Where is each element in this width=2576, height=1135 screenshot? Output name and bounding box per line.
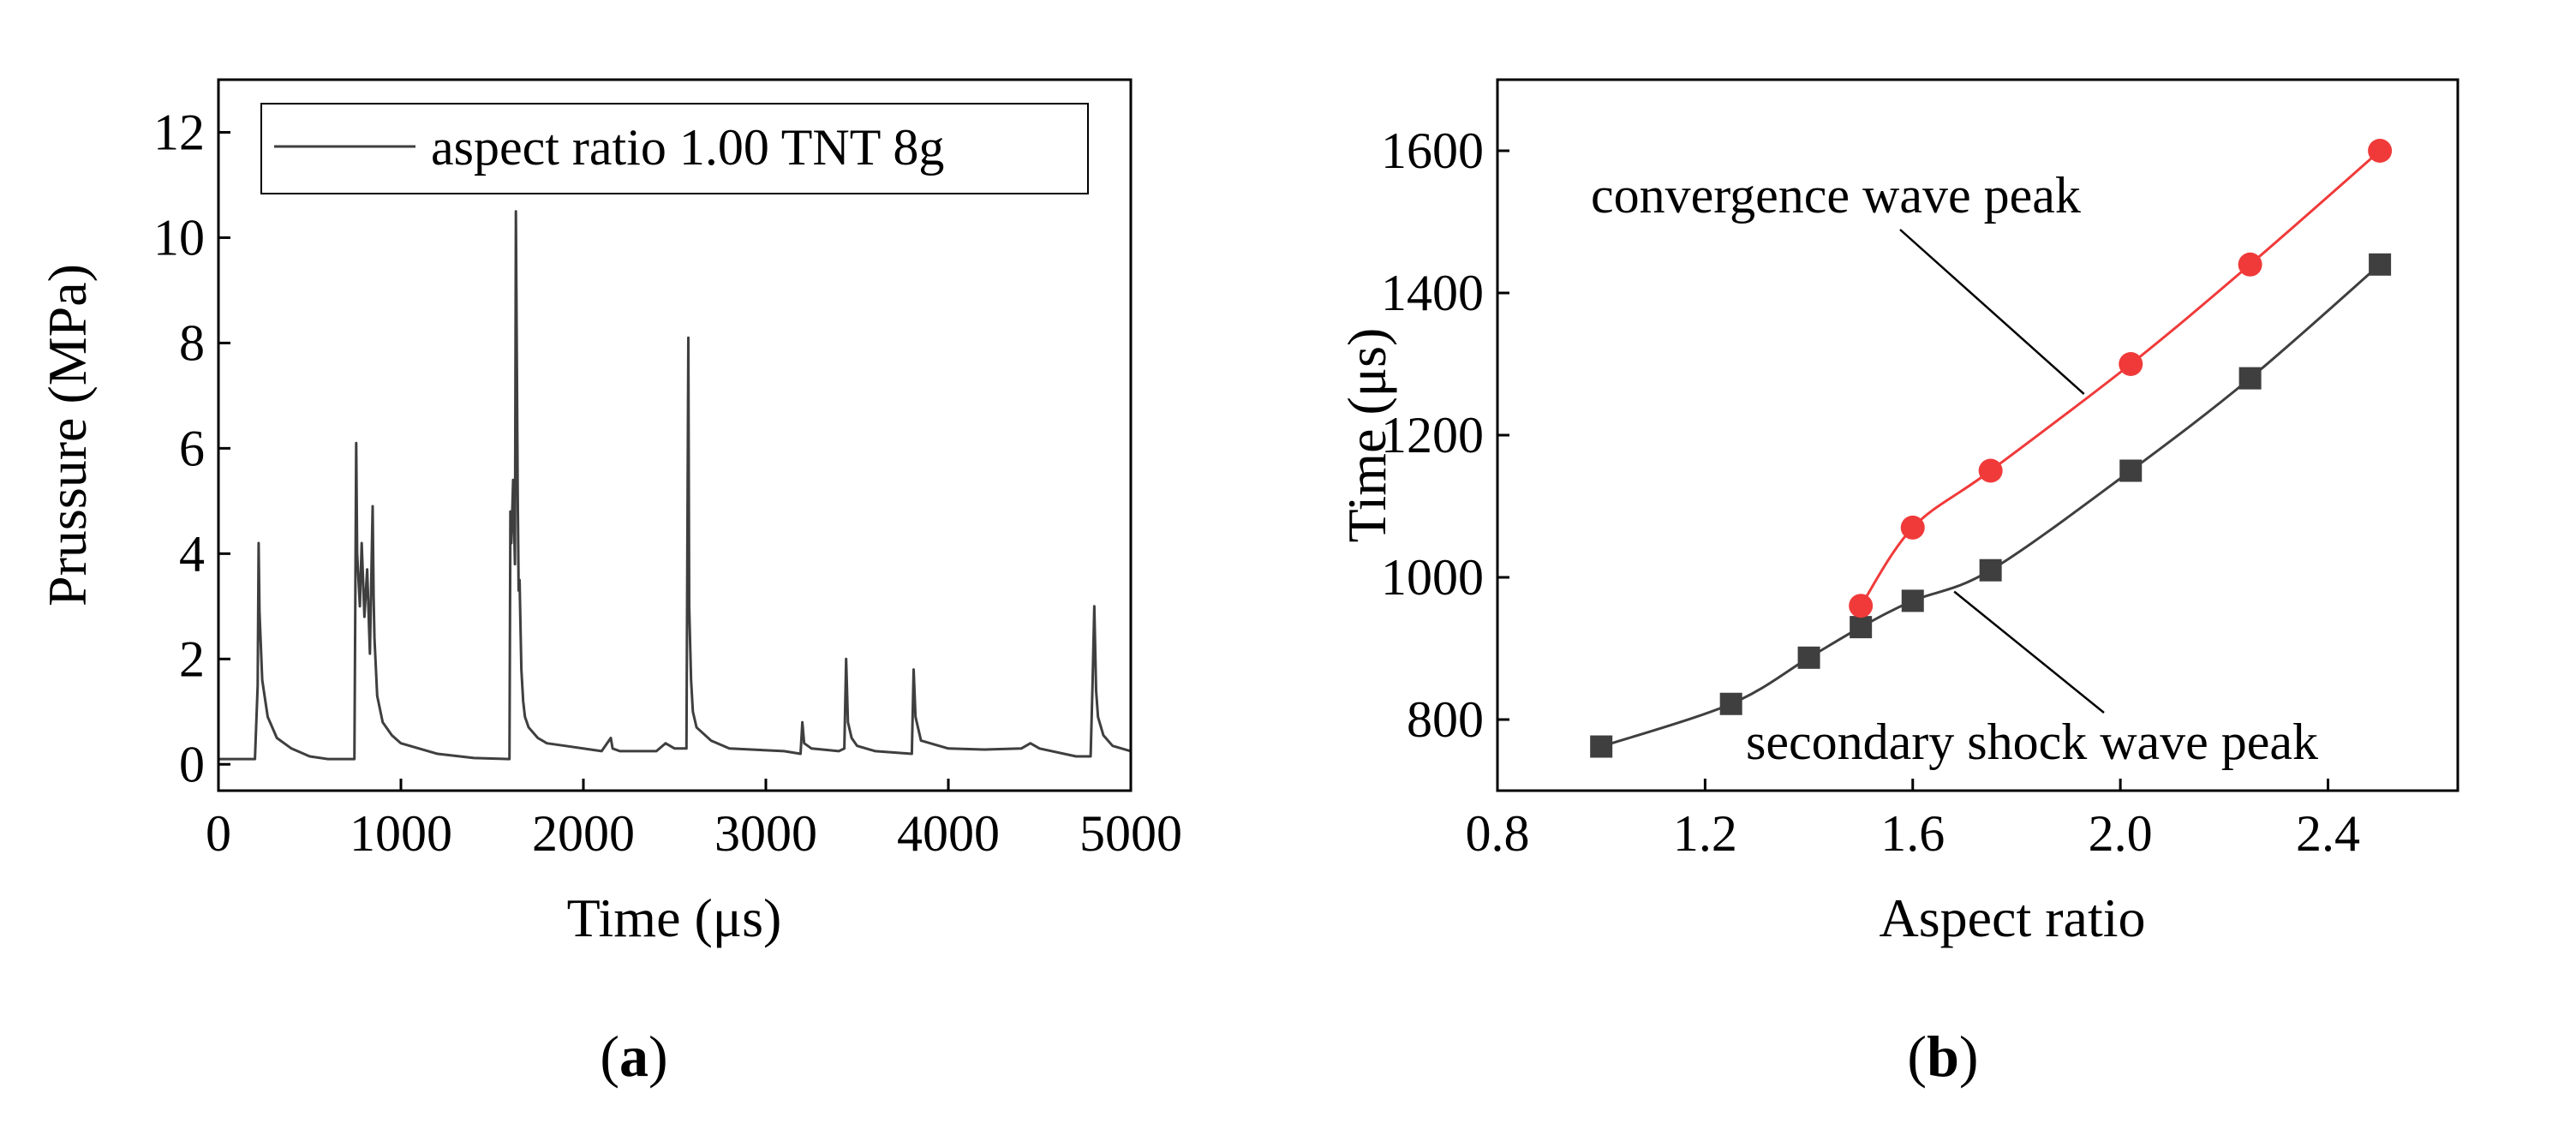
chart-b-point-convergence xyxy=(2368,139,2393,163)
chart-b-point-secondary xyxy=(1850,616,1873,639)
chart-b-point-convergence xyxy=(2238,252,2262,277)
chart-a-x-tick-label: 3000 xyxy=(714,805,817,862)
chart-b-point-secondary xyxy=(1979,559,2002,582)
chart-b-series-line-secondary xyxy=(1600,263,2382,748)
chart-b-annotations: convergence wave peak secondary shock wa… xyxy=(1591,167,2318,770)
chart-b-point-convergence xyxy=(1900,515,1925,540)
chart-b-point-secondary xyxy=(2119,459,2143,482)
chart-b-point-convergence xyxy=(2119,352,2143,376)
chart-b-y-axis-label: Time (μs) xyxy=(1336,328,1397,543)
chart-a-series-line-0 xyxy=(218,210,1132,761)
caption-a-letter: a xyxy=(619,1024,648,1089)
chart-b-x-tick-label: 2.0 xyxy=(2089,805,2153,862)
chart-a-legend-box xyxy=(260,103,1089,194)
chart-a-x-tick-label: 0 xyxy=(206,805,231,862)
chart-a-y-tick-label: 6 xyxy=(179,420,205,476)
chart-b-y-tick-label: 800 xyxy=(1407,691,1484,748)
chart-b-point-secondary xyxy=(1797,646,1820,669)
chart-b-x-tick-label: 2.4 xyxy=(2296,805,2360,862)
chart-a-y-tick-label: 0 xyxy=(179,736,205,792)
chart-a-x-tick-label: 5000 xyxy=(1079,805,1182,862)
chart-b-y-tick-label: 1000 xyxy=(1381,549,1484,606)
chart-a-plot-frame xyxy=(217,78,1133,792)
caption-b: (b) xyxy=(1907,1024,1978,1089)
chart-b-point-secondary xyxy=(1901,589,1924,612)
chart-a-y-tick-label: 8 xyxy=(179,314,205,371)
caption-b-close: ) xyxy=(1959,1024,1979,1089)
chart-a-legend-label: aspect ratio 1.00 TNT 8g xyxy=(431,119,944,176)
chart-a: 0 1000 2000 3000 4000 5000 0 2 4 6 8 10 12 aspect r… xyxy=(37,78,1182,1089)
chart-b-x-tick-label: 0.8 xyxy=(1466,805,1530,862)
chart-a-series-group xyxy=(218,210,1132,761)
chart-a-x-axis-label: Time (μs) xyxy=(567,887,782,948)
caption-b-letter: b xyxy=(1927,1024,1959,1089)
chart-b-point-convergence xyxy=(1978,458,2003,483)
chart-b-series-group xyxy=(1590,139,2393,758)
chart-a-y-tick-label: 10 xyxy=(153,209,205,266)
chart-a-x-tick-label: 1000 xyxy=(350,805,452,862)
chart-b-annotation-leader-convergence xyxy=(1899,229,2085,395)
chart-b-annotation-leader-secondary xyxy=(1953,590,2105,714)
chart-a-x-axis: 0 1000 2000 3000 4000 5000 xyxy=(206,779,1182,862)
chart-a-y-axis: 0 2 4 6 8 10 12 xyxy=(153,104,230,792)
chart-b-y-tick-label: 1600 xyxy=(1381,122,1484,179)
caption-a-close: ) xyxy=(648,1024,668,1089)
chart-b-point-secondary xyxy=(2369,253,2392,276)
chart-b-x-tick-label: 1.6 xyxy=(1880,805,1945,862)
chart-b-y-tick-label: 1400 xyxy=(1381,265,1484,321)
chart-b-annotation-convergence: convergence wave peak xyxy=(1591,167,2081,224)
chart-b-x-axis-label: Aspect ratio xyxy=(1880,887,2146,948)
chart-b-point-secondary xyxy=(1719,692,1742,715)
caption-a: (a) xyxy=(600,1024,667,1089)
chart-b-y-axis: 800 1000 1200 1400 1600 xyxy=(1381,122,1509,748)
chart-b: 0.8 1.2 1.6 2.0 2.4 800 1000 1200 1400 1600 conv… xyxy=(1336,78,2459,1089)
chart-b-point-secondary xyxy=(1590,735,1613,758)
chart-b-y-tick-label: 1200 xyxy=(1381,407,1484,463)
chart-b-point-convergence xyxy=(1849,594,1874,618)
caption-b-open: ( xyxy=(1907,1024,1927,1089)
chart-a-x-tick-label: 4000 xyxy=(897,805,1000,862)
chart-b-x-axis: 0.8 1.2 1.6 2.0 2.4 xyxy=(1466,779,2360,862)
chart-b-x-tick-label: 1.2 xyxy=(1673,805,1737,862)
chart-b-point-secondary xyxy=(2238,367,2262,390)
chart-b-annotation-secondary: secondary shock wave peak xyxy=(1746,714,2318,770)
chart-a-x-tick-label: 2000 xyxy=(532,805,635,862)
caption-a-open: ( xyxy=(600,1024,619,1089)
chart-a-y-tick-label: 4 xyxy=(179,525,205,582)
chart-a-y-tick-label: 2 xyxy=(179,630,205,687)
chart-a-y-axis-label: Prussure (MPa) xyxy=(37,264,98,606)
chart-a-y-tick-label: 12 xyxy=(153,104,205,160)
